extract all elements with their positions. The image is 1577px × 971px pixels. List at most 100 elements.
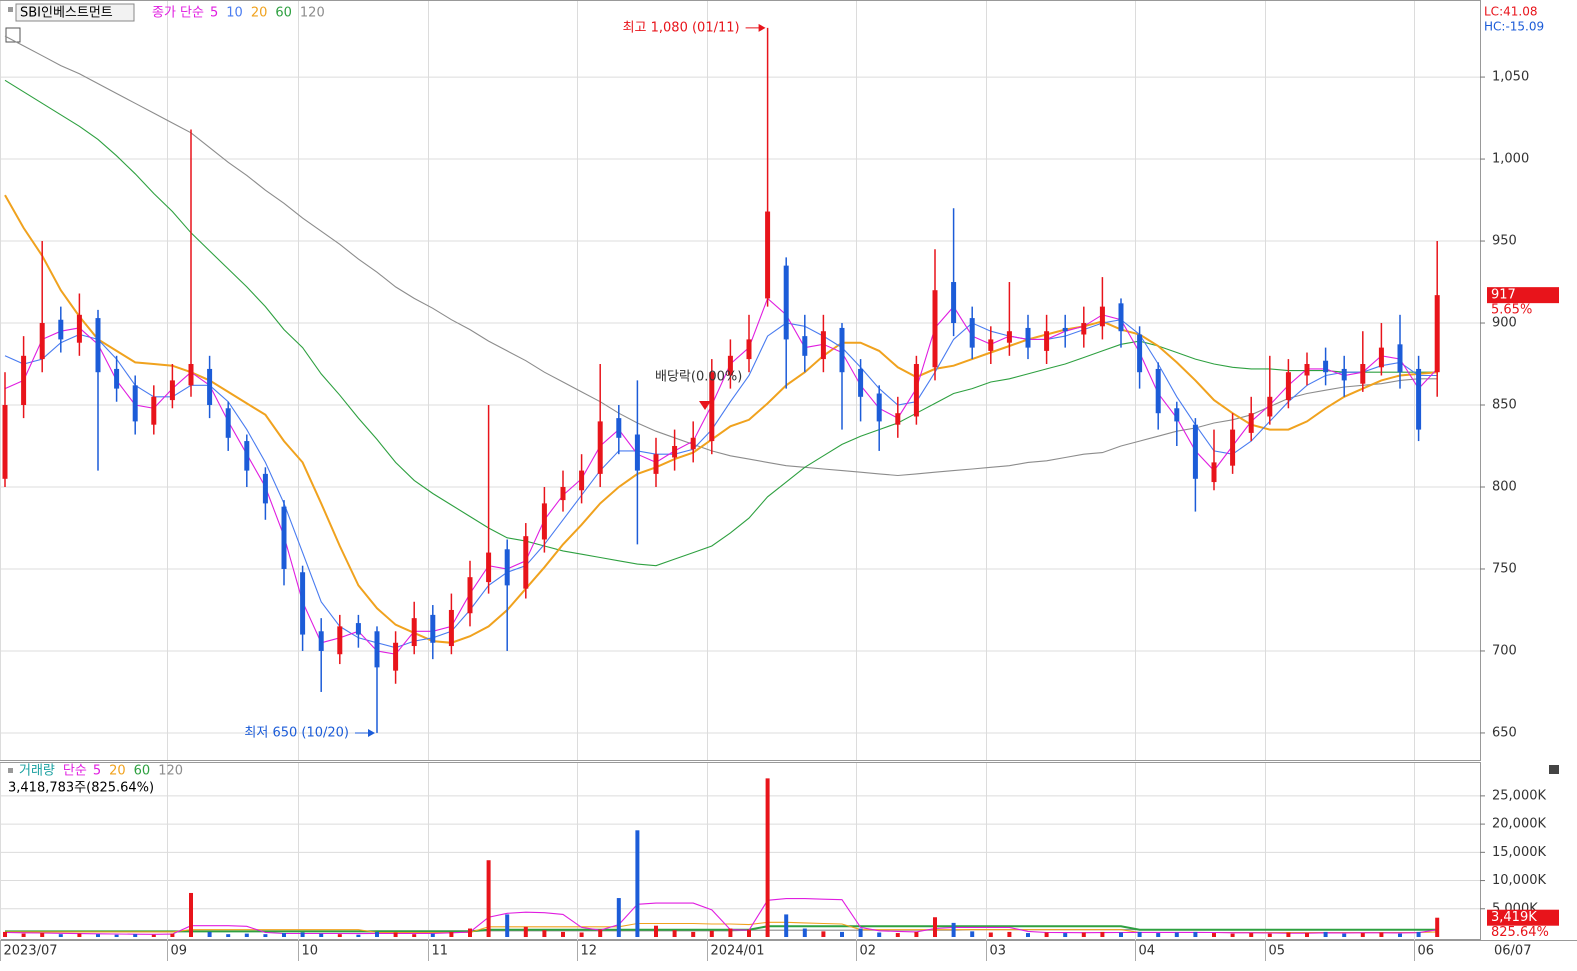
volume-bar <box>1249 933 1254 937</box>
candle-body <box>579 470 585 491</box>
volume-bar <box>877 932 882 937</box>
volume-bar <box>3 931 7 937</box>
candle-body <box>467 577 473 614</box>
volume-bar <box>914 931 919 937</box>
volume-bar <box>970 931 975 937</box>
legend-title: 단순 <box>63 764 87 779</box>
hc-label: HC:-15.09 <box>1484 20 1544 34</box>
legend-item: 20 <box>251 6 268 21</box>
y-tick-label: 1,050 <box>1492 70 1529 85</box>
candle-body <box>411 618 417 647</box>
volume-bar <box>765 778 770 937</box>
candle-body <box>1192 424 1198 479</box>
dividend-marker <box>699 401 711 410</box>
y-tick-label: 750 <box>1492 561 1517 576</box>
volume-bar <box>40 933 45 937</box>
volume-bar <box>747 929 751 937</box>
volume-bar <box>151 934 156 937</box>
candle-body <box>1118 303 1124 332</box>
y-tick-label: 1,000 <box>1492 152 1529 167</box>
marker <box>8 768 13 773</box>
x-tick-label: 11 <box>432 944 449 959</box>
volume-bar <box>282 933 286 937</box>
candle-body <box>1044 331 1050 351</box>
candle-body <box>690 437 696 450</box>
close-icon[interactable] <box>1549 765 1559 774</box>
volume-bar <box>412 934 417 937</box>
candle-body <box>374 631 380 668</box>
candle-body <box>932 290 938 368</box>
candle-body <box>1155 368 1161 414</box>
volume-bar <box>1007 931 1012 937</box>
legend-item: 60 <box>275 6 292 21</box>
volume-bar <box>1360 933 1365 937</box>
volume-bar <box>951 922 956 937</box>
legend-item: 120 <box>300 6 325 21</box>
price-panel <box>0 0 1481 761</box>
volume-bar <box>561 931 565 937</box>
volume-bar <box>672 930 677 937</box>
annotation: 최고 1,080 (01/11) <box>623 20 740 35</box>
candle-body <box>486 552 492 583</box>
volume-bar <box>523 926 528 937</box>
candle-body <box>672 445 678 458</box>
volume-bar <box>1119 932 1123 937</box>
x-tick-label: 10 <box>302 944 319 959</box>
candle-body <box>1081 323 1087 335</box>
ma-line <box>4 297 1438 655</box>
volume-bar <box>895 933 900 937</box>
candle-body <box>876 393 882 422</box>
x-tick-label: 06 <box>1418 944 1435 959</box>
x-tick-label: 03 <box>990 944 1007 959</box>
volume-bar <box>1137 931 1142 937</box>
candle-body <box>262 473 268 504</box>
x-tick-label: 04 <box>1139 944 1156 959</box>
volume-bar <box>21 933 26 937</box>
x-tick-label: 09 <box>171 944 188 959</box>
candle-body <box>746 339 752 360</box>
candle-body <box>541 503 547 540</box>
volume-bar <box>319 933 324 937</box>
y-tick-label: 650 <box>1492 725 1517 740</box>
volume-bar <box>840 931 844 937</box>
volume-bar <box>1342 933 1347 937</box>
volume-bar <box>1398 933 1402 937</box>
candle-body <box>1211 462 1217 483</box>
candle-body <box>1248 413 1254 433</box>
change-label: 5.65% <box>1491 303 1532 318</box>
volume-bar <box>486 860 491 937</box>
candle-body <box>207 368 213 406</box>
candle-body <box>1099 306 1105 327</box>
candle-body <box>1416 368 1422 430</box>
volume-bar <box>1379 932 1384 937</box>
y-tick-label: 20,000K <box>1492 817 1546 832</box>
volume-bar <box>505 914 510 937</box>
volume-bar <box>114 934 119 937</box>
volume-bar <box>96 934 100 937</box>
y-tick-label: 850 <box>1492 398 1517 413</box>
volume-bar <box>1174 932 1179 937</box>
volume-bar <box>1286 932 1291 937</box>
volume-bar <box>77 933 82 937</box>
chart-title: SBI인베스트먼트 <box>20 6 113 21</box>
candle-body <box>355 623 361 635</box>
arrow-head <box>368 728 375 737</box>
candle-body <box>1323 360 1329 373</box>
candle-body <box>1230 429 1236 466</box>
volume-bar <box>1435 917 1440 937</box>
y-tick-label: 900 <box>1492 316 1517 331</box>
candle-body <box>21 355 27 406</box>
volume-bar <box>933 917 937 937</box>
candle-body <box>839 327 845 373</box>
ratio-label: 825.64% <box>1491 925 1549 940</box>
volume-bar <box>1305 933 1309 937</box>
candle-body <box>1137 334 1143 373</box>
legend-item: 120 <box>158 764 183 779</box>
volume-bar <box>58 934 63 937</box>
legend-item: 5 <box>210 6 218 21</box>
candle-body <box>337 626 343 655</box>
volume-bar <box>858 928 863 937</box>
volume-bar <box>300 932 305 937</box>
annotation: 최저 650 (10/20) <box>244 725 349 740</box>
